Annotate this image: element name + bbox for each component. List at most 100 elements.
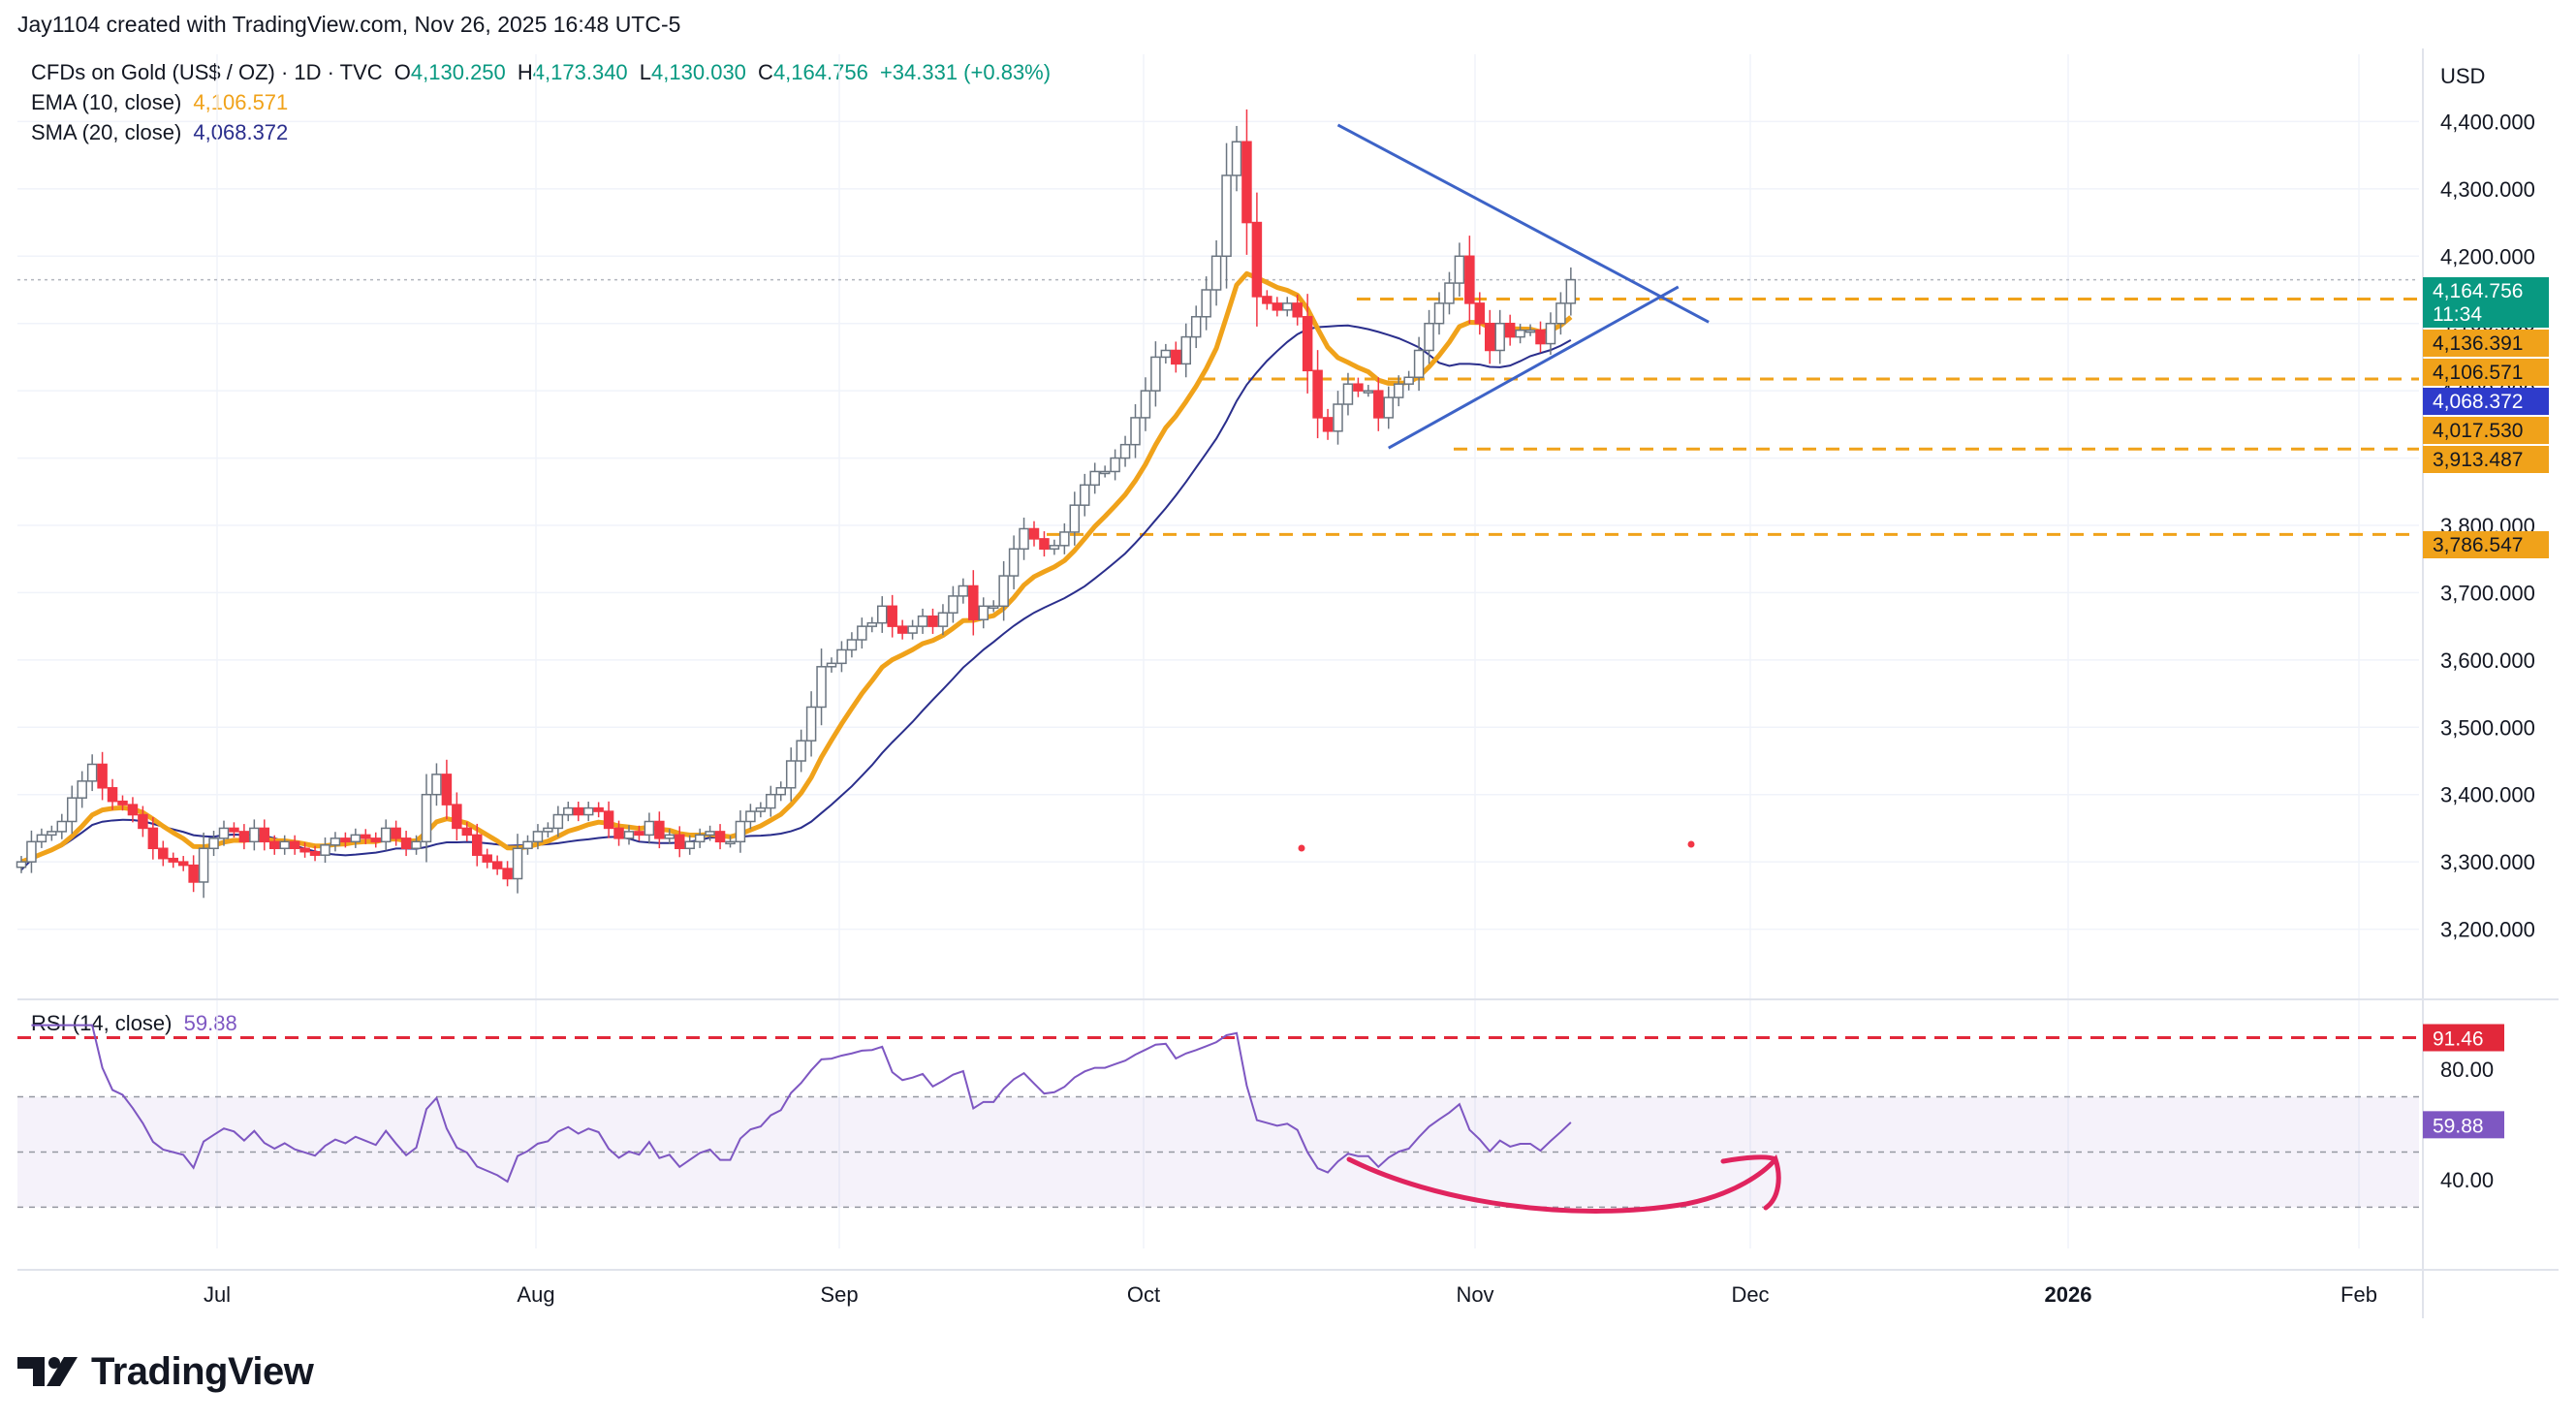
sma-legend[interactable]: SMA (20, close) 4,068.372: [31, 120, 294, 145]
candle-body-133: [1363, 390, 1374, 394]
rsi-label: RSI (14, close): [31, 1011, 173, 1035]
candle-body-83: [857, 625, 867, 641]
candle-body-11: [127, 804, 139, 816]
candle-body-68: [705, 831, 715, 837]
candle-body-139: [1424, 322, 1434, 352]
close-label: C: [758, 60, 773, 84]
triangle-trendlines[interactable]: [1298, 123, 1710, 852]
badge-bg-6: [2423, 446, 2549, 473]
badge-bg-5: [2423, 417, 2549, 444]
x-tick-7: Feb: [2340, 1282, 2377, 1307]
candle-body-78: [805, 706, 817, 742]
candle-body-113: [1160, 349, 1172, 359]
candle-body-36: [380, 827, 392, 843]
pane-frame: [17, 48, 2559, 1318]
rsi-legend[interactable]: RSI (14, close) 59.88: [31, 1011, 243, 1036]
y-tick-10: 4,200.000: [2440, 244, 2535, 269]
chart-credit: Jay1104 created with TradingView.com, No…: [17, 12, 681, 37]
annotation-arc: [1346, 1154, 1781, 1214]
candle-body-13: [147, 827, 159, 850]
badge-bg-4: [2423, 388, 2549, 415]
candle-body-60: [623, 831, 635, 839]
candle-body-132: [1353, 383, 1364, 392]
candle-body-17: [188, 864, 199, 883]
badge-countdown: 11:34: [2433, 303, 2482, 326]
sma-label: SMA (20, close): [31, 120, 182, 144]
candle-body-63: [654, 820, 665, 839]
candle-body-53: [552, 813, 564, 830]
high-label: H: [517, 60, 533, 84]
candle-body-22: [238, 831, 250, 843]
x-tick-3: Oct: [1127, 1282, 1160, 1307]
price-axis[interactable]: USD 3,200.000 3,300.000 3,400.000 3,500.000…: [2440, 64, 2535, 1192]
candle-body-150: [1535, 329, 1546, 345]
candle-body-2: [36, 834, 47, 843]
candle-body-48: [502, 868, 513, 880]
candle-body-131: [1342, 383, 1354, 405]
candle-body-110: [1130, 417, 1141, 446]
candle-body-86: [887, 605, 897, 627]
candle-body-121: [1241, 141, 1252, 224]
candle-body-74: [766, 793, 776, 809]
badge-text-6: 3,913.487: [2433, 449, 2523, 471]
candle-body-105: [1080, 484, 1090, 506]
low-value: 4,130.030: [651, 60, 746, 84]
ohlc-legend: CFDs on Gold (US$ / OZ) · 1D · TVC O 4,13…: [31, 60, 1056, 85]
y-tick-11: 4,300.000: [2440, 177, 2535, 202]
candle-body-145: [1485, 322, 1495, 352]
candle-body-19: [208, 837, 219, 850]
candle-body-30: [320, 844, 330, 856]
candle-body-14: [158, 847, 169, 860]
y-tick-12: 4,400.000: [2440, 110, 2535, 134]
rsi-last-badge-bg: [2423, 1111, 2504, 1139]
open-label: O: [393, 60, 411, 84]
candle-body-142: [1454, 255, 1465, 284]
symbol-label[interactable]: CFDs on Gold (US$ / OZ) · 1D · TVC: [31, 60, 383, 84]
horizontal-levels: [17, 278, 2419, 536]
candle-body-101: [1039, 538, 1050, 551]
rsi-last-badge: 59.88: [2433, 1115, 2484, 1137]
candle-body-75: [775, 787, 786, 796]
candle-body-32: [340, 837, 351, 843]
candle-body-135: [1383, 396, 1394, 419]
candle-body-51: [532, 831, 544, 843]
candle-body-93: [958, 585, 969, 597]
candle-body-27: [289, 840, 300, 850]
candle-body-144: [1474, 302, 1486, 325]
badge-bg-3: [2423, 359, 2549, 386]
ema-legend[interactable]: EMA (10, close) 4,106.571: [31, 90, 294, 115]
candle-body-153: [1565, 278, 1577, 304]
candle-body-67: [694, 834, 706, 843]
candle-body-45: [472, 834, 483, 856]
candle-body-108: [1110, 457, 1120, 473]
candle-body-56: [582, 806, 594, 816]
candle-body-46: [482, 854, 492, 863]
y-tick-0: 3,200.000: [2440, 918, 2535, 942]
y-tick-4: 3,600.000: [2440, 648, 2535, 673]
candle-body-47: [491, 861, 503, 869]
candle-body-103: [1059, 531, 1070, 547]
low-label: L: [639, 60, 652, 84]
candle-body-33: [350, 834, 361, 843]
candle-body-10: [117, 800, 128, 806]
candle-body-129: [1322, 417, 1334, 432]
candle-body-44: [461, 827, 473, 837]
ema-label: EMA (10, close): [31, 90, 182, 114]
candle-body-104: [1069, 504, 1081, 533]
candle-body-9: [107, 787, 118, 803]
candle-body-70: [725, 840, 736, 845]
rsi-overbought-badge: 91.46: [2433, 1028, 2484, 1051]
candle-body-31: [330, 837, 341, 846]
candle-body-147: [1504, 322, 1516, 338]
time-axis[interactable]: Jul Aug Sep Oct Nov Dec 2026 Feb: [204, 1282, 2377, 1307]
y-tick-5: 3,700.000: [2440, 581, 2535, 605]
candle-body-69: [714, 831, 726, 843]
candle-body-92: [948, 595, 958, 615]
candle-body-115: [1180, 335, 1191, 365]
badge-bg-2: [2423, 330, 2549, 357]
candle-body-58: [603, 810, 614, 830]
candle-body-149: [1524, 329, 1536, 333]
change-value: +34.331 (+0.83%): [879, 60, 1052, 84]
candle-body-61: [634, 831, 644, 837]
